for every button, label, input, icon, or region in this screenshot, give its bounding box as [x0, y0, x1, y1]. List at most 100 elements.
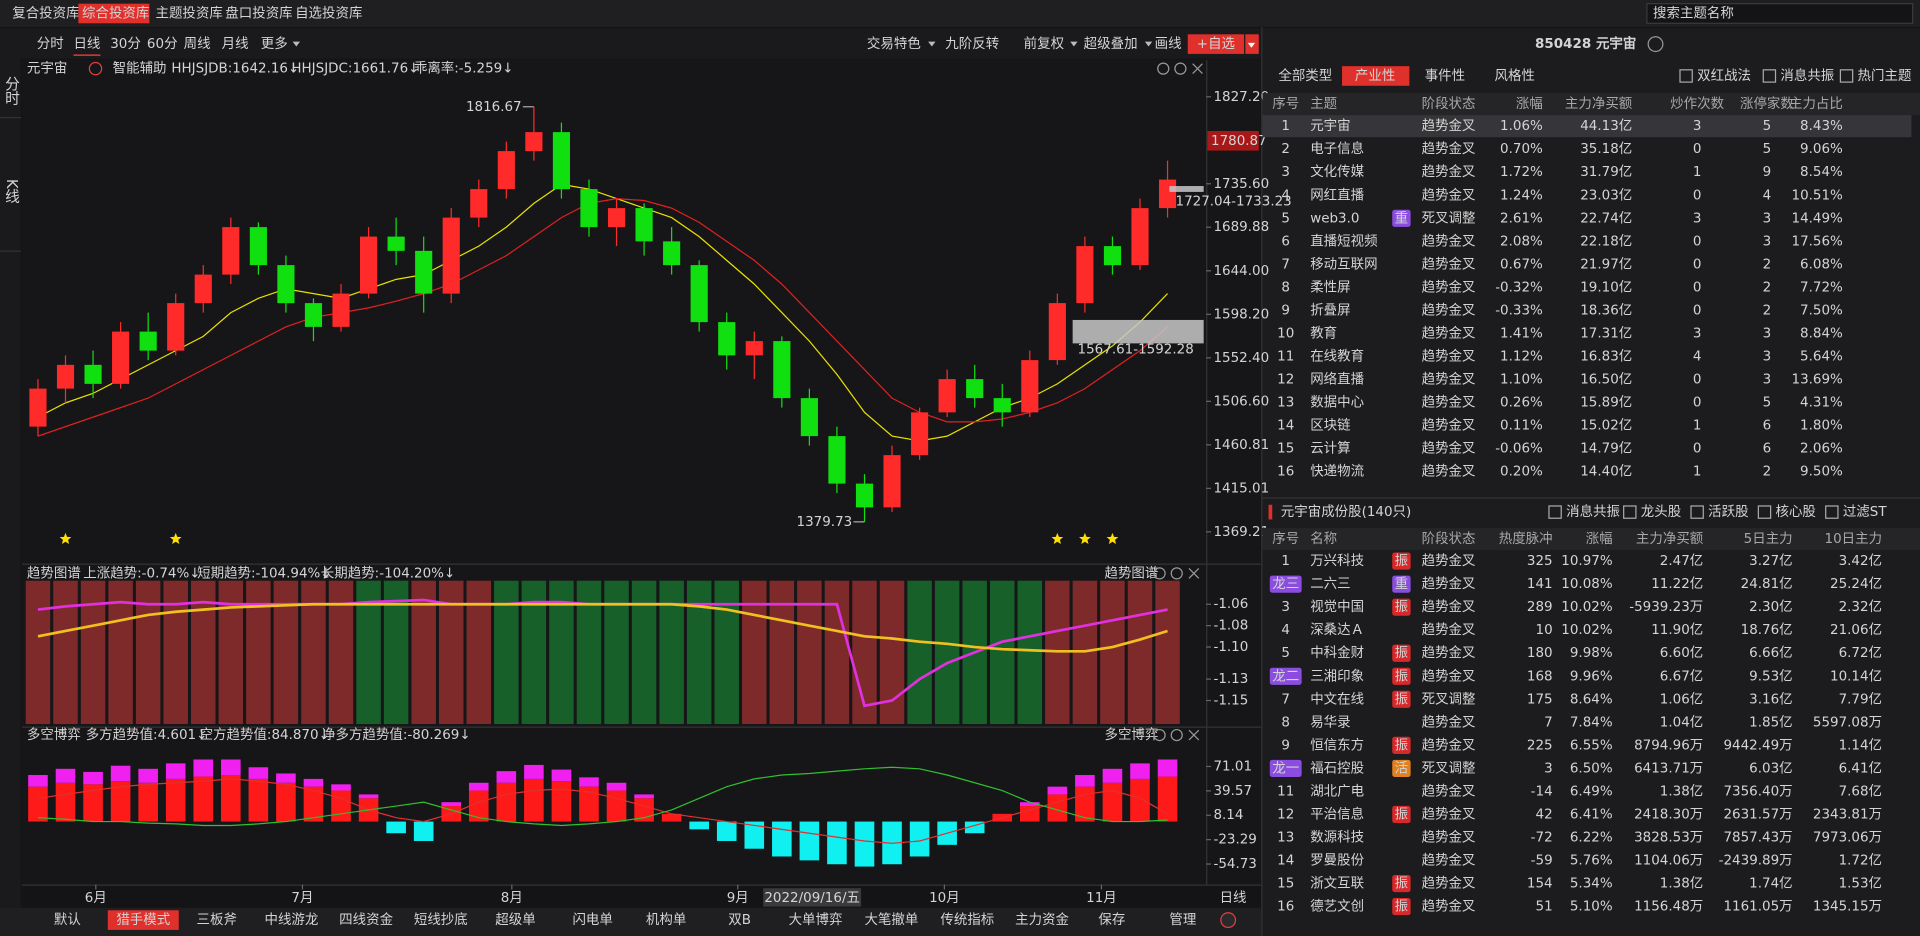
- nav-tab[interactable]: 主题投资库: [156, 5, 223, 21]
- cell-change: 1.24%: [1500, 187, 1543, 203]
- dropdown-icon[interactable]: [88, 61, 103, 76]
- panel-icon[interactable]: [1170, 728, 1183, 742]
- cell-limit: 2: [1763, 302, 1772, 318]
- period-tab[interactable]: 30分: [110, 36, 141, 52]
- cell-d10: 21.06亿: [1830, 622, 1882, 638]
- high-label: 1816.67: [466, 99, 522, 115]
- cell-limit: 4: [1763, 187, 1772, 203]
- bottom-tab[interactable]: 闪电单: [572, 912, 612, 928]
- bottom-tab-active: [107, 910, 179, 930]
- cell-change: 0.67%: [1500, 256, 1543, 272]
- period-tab[interactable]: 周线: [184, 36, 211, 52]
- bar-top: [441, 802, 462, 807]
- period-tab[interactable]: 60分: [147, 36, 178, 52]
- sidebar-tab[interactable]: K线: [3, 179, 20, 204]
- panel-icon[interactable]: [1157, 62, 1170, 75]
- bottom-tab[interactable]: 短线抄底: [414, 912, 468, 928]
- low-label: 1379.73: [797, 514, 853, 530]
- cell-status: 死叉调整: [1422, 760, 1476, 776]
- bottom-tab[interactable]: 保存: [1098, 912, 1125, 928]
- bottom-tab[interactable]: 大笔撤单: [864, 912, 918, 928]
- cell-ratio: 7.50%: [1800, 302, 1843, 318]
- bottom-tab[interactable]: 传统指标: [940, 912, 994, 928]
- bottom-menu-icon[interactable]: [1220, 912, 1237, 929]
- period-tab[interactable]: 日线: [73, 36, 100, 52]
- candle-body: [828, 436, 846, 484]
- nav-tab[interactable]: 盘口投资库: [225, 4, 292, 21]
- cell-no: 12: [1277, 806, 1294, 822]
- cell-name: 恒信东方: [1310, 737, 1364, 753]
- panel-title-right: 多空博弈: [1104, 726, 1158, 743]
- panel-tab[interactable]: 风格性: [1494, 68, 1534, 84]
- checkbox[interactable]: [1757, 505, 1772, 519]
- cell-limit: 6: [1763, 441, 1772, 457]
- bottom-tab[interactable]: 默认: [54, 912, 81, 928]
- bottom-tab[interactable]: 大单博弈: [789, 912, 843, 928]
- checkbox[interactable]: [1623, 505, 1637, 519]
- period-tab[interactable]: 分时: [37, 36, 64, 52]
- panel-icon[interactable]: [1170, 567, 1183, 580]
- indicator-value: 乖离率:-5.259↓: [414, 60, 514, 77]
- cell-heat: 325: [1527, 553, 1553, 569]
- checkbox[interactable]: [1825, 505, 1839, 519]
- tool-button[interactable]: 超级叠加: [1084, 36, 1138, 52]
- bottom-tab[interactable]: 中线游龙: [264, 912, 318, 928]
- bottom-tab[interactable]: 机构单: [646, 912, 686, 928]
- panel-tab[interactable]: 产业性: [1355, 68, 1395, 84]
- panel-icon[interactable]: [1153, 728, 1166, 742]
- bottom-tab[interactable]: 管理: [1169, 912, 1196, 928]
- cell-no: 9: [1281, 302, 1290, 318]
- close-icon[interactable]: [1192, 63, 1203, 74]
- panel-tab[interactable]: 事件性: [1425, 68, 1465, 84]
- x-tick-label: 7月: [291, 890, 313, 906]
- bottom-tab[interactable]: 四线资金: [339, 912, 393, 928]
- checkbox[interactable]: [1548, 505, 1562, 519]
- cell-change: 10.08%: [1561, 576, 1613, 592]
- bottom-tab[interactable]: 超级单: [495, 912, 535, 928]
- cell-no: 11: [1277, 349, 1294, 365]
- cell-change: 1.41%: [1500, 325, 1543, 341]
- candle-body: [112, 331, 130, 384]
- tool-button[interactable]: 前复权: [1024, 35, 1065, 52]
- checkbox[interactable]: [1690, 505, 1704, 519]
- bottom-bar: [0, 907, 1262, 936]
- nav-tab-active: [78, 3, 150, 24]
- cell-no: 5: [1281, 210, 1290, 226]
- bottom-tab[interactable]: 三板斧: [197, 912, 237, 928]
- add-button[interactable]: +自选: [1197, 36, 1235, 52]
- x-tick-label: 8月: [501, 890, 523, 906]
- checkbox[interactable]: [1679, 69, 1693, 83]
- panel-icon[interactable]: [1174, 62, 1187, 75]
- period-tab[interactable]: 更多: [261, 35, 288, 52]
- info-icon[interactable]: [1647, 36, 1664, 53]
- bottom-tab[interactable]: 主力资金: [1015, 912, 1069, 928]
- trend-zone: [1127, 580, 1153, 725]
- nav-tab[interactable]: 自选投资库: [295, 5, 362, 21]
- tool-button[interactable]: 画线: [1155, 36, 1182, 52]
- bottom-tab[interactable]: 双B: [728, 912, 751, 928]
- tool-button[interactable]: 九阶反转: [945, 36, 999, 52]
- checkbox[interactable]: [1762, 69, 1777, 83]
- nav-tab[interactable]: 复合投资库: [12, 4, 79, 21]
- close-icon[interactable]: [1188, 729, 1200, 741]
- search-box[interactable]: [1646, 3, 1914, 24]
- panel-icon[interactable]: [1153, 567, 1166, 580]
- period-tab[interactable]: 月线: [222, 36, 249, 52]
- cell-limit: 3: [1763, 372, 1772, 388]
- range-box: [1169, 186, 1204, 192]
- y-tick-label: 39.57: [1213, 783, 1252, 799]
- tool-button[interactable]: 交易特色: [867, 35, 921, 52]
- panel-tab[interactable]: 全部类型: [1278, 67, 1332, 84]
- candle-body: [497, 151, 515, 190]
- nav-tab[interactable]: 综合投资库: [82, 5, 149, 21]
- bottom-tab[interactable]: 猎手模式: [116, 912, 170, 928]
- close-icon[interactable]: [1188, 568, 1200, 579]
- bar-top: [358, 794, 379, 799]
- candle-body: [938, 379, 956, 413]
- trend-zone: [163, 580, 188, 725]
- tag-badge: [1392, 598, 1411, 616]
- cell-heat: -59: [1531, 853, 1553, 869]
- checkbox[interactable]: [1839, 69, 1854, 83]
- sidebar-tab[interactable]: 分时: [3, 76, 20, 106]
- candle-body: [1048, 303, 1066, 361]
